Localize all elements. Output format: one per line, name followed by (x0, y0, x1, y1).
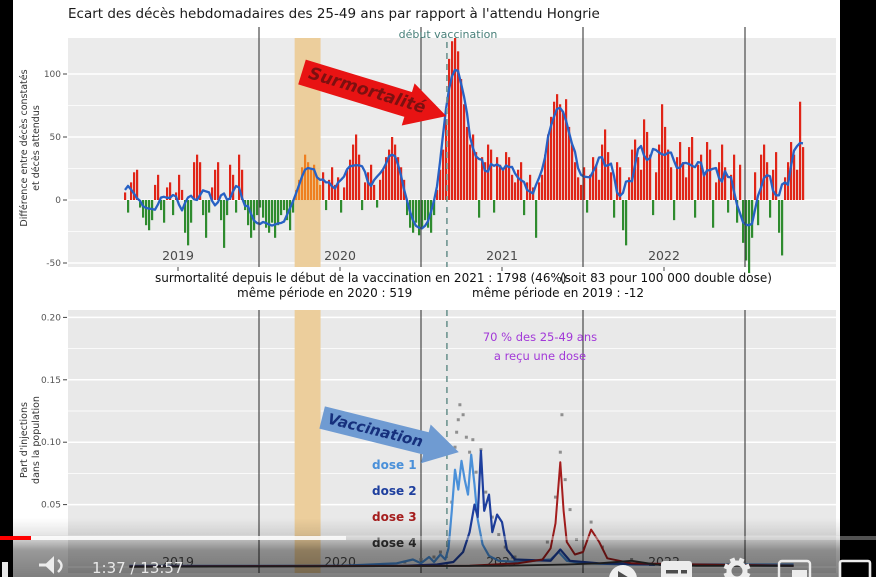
settings-gear-icon[interactable] (723, 557, 751, 577)
svg-text:0.10: 0.10 (41, 438, 61, 448)
one-dose-coverage-annotation: 70 % des 25-49 ans a reçu une dose (482, 330, 598, 363)
svg-text:100: 100 (44, 70, 61, 80)
progress-bar[interactable] (0, 536, 876, 540)
miniplayer-icon[interactable] (777, 559, 812, 577)
svg-text:50: 50 (50, 133, 62, 143)
pause-icon[interactable] (2, 562, 8, 577)
vaccination-start-annotation: début vaccination (398, 28, 498, 41)
legend-item-dose-2: dose 2 (372, 484, 417, 498)
top-chart-bars (124, 38, 805, 274)
summary-line1-left: surmortalité depuis le début de la vacci… (155, 271, 567, 285)
progress-played (0, 536, 31, 540)
summary-line1-right: (soit 83 pour 100 000 double dose) (560, 271, 772, 285)
time-display: 1:37 / 13:57 (92, 559, 184, 577)
svg-text:2021: 2021 (486, 248, 518, 263)
subtitles-icon[interactable] (661, 561, 692, 577)
theater-mode-icon[interactable] (838, 559, 872, 577)
volume-icon[interactable] (39, 556, 63, 574)
chart-title: Ecart des décès hebdomadaires des 25-49 … (68, 6, 600, 22)
svg-text:2020: 2020 (324, 248, 356, 263)
svg-text:0.05: 0.05 (41, 501, 61, 511)
legend-item-dose-1: dose 1 (372, 458, 417, 472)
progress-buffered (0, 536, 346, 540)
svg-text:2019: 2019 (162, 248, 194, 263)
autoplay-toggle-icon[interactable] (609, 565, 637, 577)
summary-line2-left: même période en 2020 : 519 (237, 286, 413, 300)
svg-text:0.15: 0.15 (41, 376, 61, 386)
svg-text:0: 0 (55, 196, 61, 206)
top-chart-trend-line (124, 68, 804, 230)
svg-text:-50: -50 (46, 259, 61, 269)
svg-text:2022: 2022 (648, 248, 680, 263)
svg-text:0.20: 0.20 (41, 313, 61, 323)
summary-line2-right: même période en 2019 : -12 (472, 286, 644, 300)
